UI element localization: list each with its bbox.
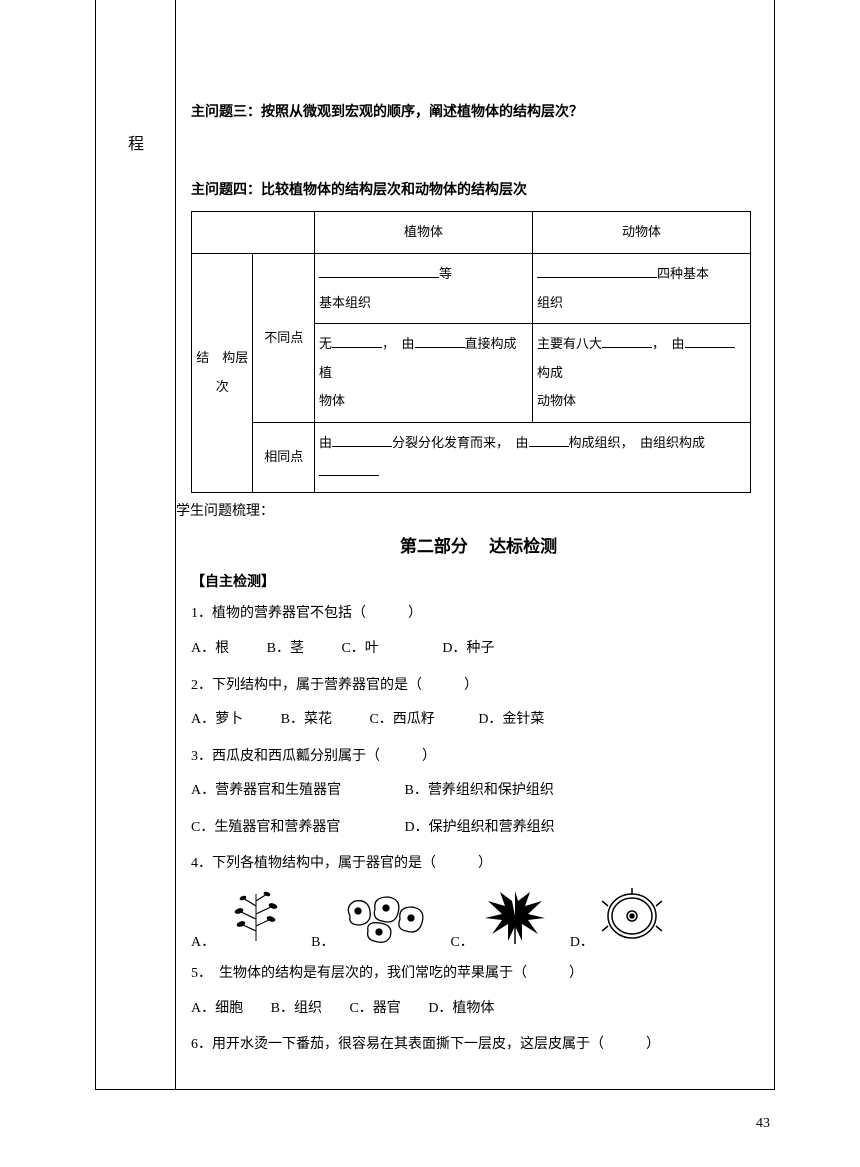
question-5-options: A．细胞 B．组织 C．器官 D．植物体 — [191, 996, 766, 1023]
option-image[interactable]: A． — [191, 886, 291, 951]
left-column: 程 — [96, 0, 176, 1090]
question-6-stem: 6．用开水烫一下番茄，很容易在其表面撕下一层皮，这层皮属于（ ） — [191, 1032, 766, 1059]
blank-fill[interactable] — [537, 265, 657, 278]
leaf-icon — [480, 886, 550, 951]
option[interactable]: B．茎 — [267, 636, 304, 663]
question-2-options: A．萝卜 B．菜花 C．西瓜籽 D．金针菜 — [191, 707, 766, 734]
table-cell-plant-1: 等 基本组织 — [314, 253, 532, 323]
option[interactable]: C．生殖器官和营养器官 — [191, 815, 401, 842]
option[interactable]: D．植物体 — [428, 996, 494, 1023]
blank-fill[interactable] — [415, 335, 465, 348]
question-2-stem: 2．下列结构中，属于营养器官的是（ ） — [191, 673, 766, 700]
option[interactable]: D．种子 — [442, 636, 494, 663]
table-same-label: 相同点 — [253, 422, 314, 492]
table-cell-animal-1: 四种基本 组织 — [532, 253, 750, 323]
page-number: 43 — [756, 1116, 770, 1132]
option[interactable]: B．菜花 — [281, 707, 332, 734]
question-3: 主问题三：按照从微观到宏观的顺序，阐述植物体的结构层次？ — [191, 100, 766, 125]
question-4-stem: 4．下列各植物结构中，属于器官的是（ ） — [191, 851, 766, 878]
option[interactable]: B．组织 — [271, 996, 322, 1023]
question-1-options: A．根 B．茎 C．叶 D．种子 — [191, 636, 766, 663]
table-header-animal: 动物体 — [532, 212, 750, 254]
page-frame: 程 主问题三：按照从微观到宏观的顺序，阐述植物体的结构层次？ 主问题四：比较植物… — [95, 0, 775, 1090]
spacer — [191, 133, 766, 178]
blank-fill[interactable] — [602, 335, 652, 348]
question-5-stem: 5． 生物体的结构是有层次的，我们常吃的苹果属于（ ） — [191, 961, 766, 988]
blank-fill[interactable] — [319, 463, 379, 476]
option[interactable]: B．营养组织和保护组织 — [405, 778, 554, 805]
question-3-options-row2: C．生殖器官和营养器官 D．保护组织和营养组织 — [191, 815, 766, 842]
blank-fill[interactable] — [529, 434, 569, 447]
option-image[interactable]: B． — [311, 891, 430, 951]
option[interactable]: C．西瓜籽 — [369, 707, 434, 734]
option[interactable]: C．器官 — [349, 996, 400, 1023]
table-diff-label: 不同点 — [253, 253, 314, 422]
table-rowgroup-label: 结 构层次 — [192, 253, 253, 492]
option[interactable]: A．萝卜 — [191, 707, 243, 734]
table-corner-blank — [192, 212, 315, 254]
option-image[interactable]: C． — [450, 886, 549, 951]
option[interactable]: A．营养器官和生殖器官 — [191, 778, 401, 805]
blank-fill[interactable] — [685, 335, 735, 348]
left-column-label: 程 — [96, 130, 176, 154]
plant-branch-icon — [221, 886, 291, 951]
question-4-title: 主问题四：比较植物体的结构层次和动物体的结构层次 — [191, 178, 766, 203]
table-cell-plant-2: 无， 由直接构成植 物体 — [314, 324, 532, 423]
single-cell-icon — [600, 886, 665, 951]
self-test-heading: 【自主检测】 — [191, 571, 766, 591]
option[interactable]: C．叶 — [341, 636, 378, 663]
option[interactable]: A．细胞 — [191, 996, 243, 1023]
student-note: 学生问题梳理： — [176, 499, 766, 524]
blank-fill[interactable] — [332, 434, 392, 447]
table-header-plant: 植物体 — [314, 212, 532, 254]
table-cell-animal-2: 主要有八大， 由构成 动物体 — [532, 324, 750, 423]
option[interactable]: D．金针菜 — [478, 707, 544, 734]
option[interactable]: D．保护组织和营养组织 — [405, 815, 555, 842]
part-title: 第二部分 达标检测 — [191, 532, 766, 557]
blank-fill[interactable] — [332, 335, 382, 348]
option[interactable]: A．根 — [191, 636, 229, 663]
table-cell-same: 由分裂分化发育而来， 由构成组织， 由组织构成 — [314, 422, 750, 492]
question-3-options-row1: A．营养器官和生殖器官 B．营养组织和保护组织 — [191, 778, 766, 805]
blank-fill[interactable] — [319, 265, 439, 278]
question-4-image-options: A． — [191, 886, 766, 951]
question-1-stem: 1．植物的营养器官不包括（ ） — [191, 601, 766, 628]
question-3-stem: 3．西瓜皮和西瓜瓤分别属于（ ） — [191, 744, 766, 771]
option-image[interactable]: D． — [570, 886, 665, 951]
comparison-table: 植物体 动物体 结 构层次 不同点 等 基本组织 四种基本 组织 无， 由直接构… — [191, 211, 751, 493]
cells-tissue-icon — [340, 891, 430, 951]
main-content: 主问题三：按照从微观到宏观的顺序，阐述植物体的结构层次？ 主问题四：比较植物体的… — [191, 0, 766, 1067]
